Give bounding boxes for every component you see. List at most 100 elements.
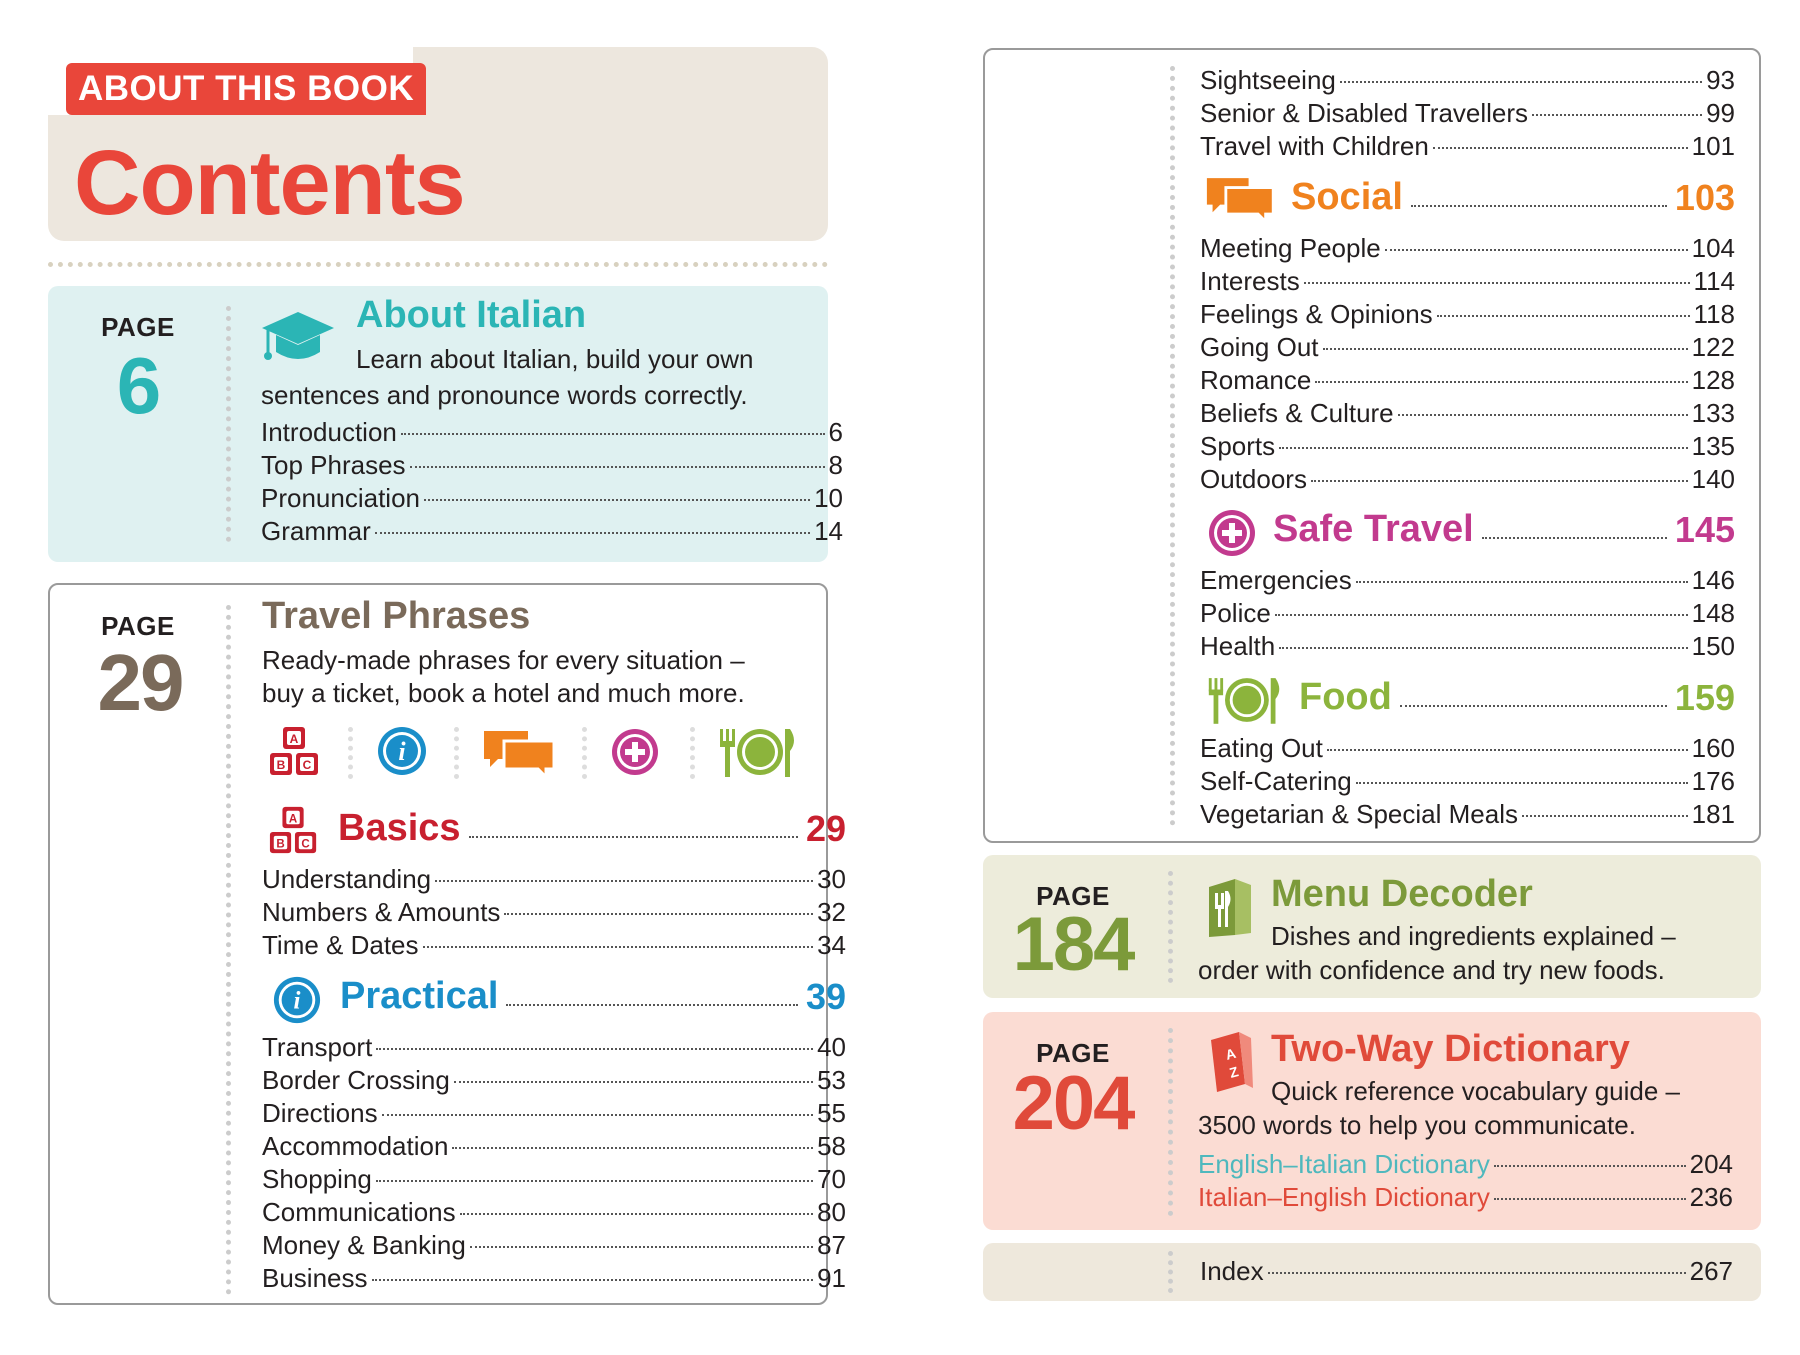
category-social[interactable]: Social 103 <box>1291 176 1735 218</box>
icon-separator <box>690 727 695 779</box>
toc-entry[interactable]: Eating Out 160 <box>1200 733 1735 763</box>
toc-entry[interactable]: Health 150 <box>1200 631 1735 661</box>
plus-circle-icon <box>612 729 658 775</box>
toc-entry[interactable]: Self-Catering 176 <box>1200 766 1735 796</box>
divider <box>1168 1251 1173 1293</box>
plate-cutlery-icon <box>1208 678 1280 724</box>
page-label: PAGE <box>1036 1038 1110 1068</box>
page-number: 29 <box>97 638 185 727</box>
toc-entry[interactable]: Romance 128 <box>1200 365 1735 395</box>
section-description-line2: buy a ticket, book a hotel and much more… <box>262 678 745 708</box>
toc-entry[interactable]: Italian–English Dictionary 236 <box>1198 1182 1733 1212</box>
section-description-line1: Ready-made phrases for every situation – <box>262 645 745 675</box>
toc-entry[interactable]: Vegetarian & Special Meals 181 <box>1200 799 1735 829</box>
toc-list: English–Italian Dictionary 204 Italian–En… <box>1198 1148 1733 1214</box>
dictionary-book-icon: A Z <box>1211 1032 1253 1092</box>
page-number: 204 <box>1012 1061 1136 1146</box>
toc-entry[interactable]: Sports 135 <box>1200 431 1735 461</box>
section-title: Two-Way Dictionary <box>1271 1028 1630 1070</box>
toc-entry[interactable]: Accommodation 58 <box>262 1131 846 1161</box>
toc-entry[interactable]: Sightseeing 93 <box>1200 65 1735 95</box>
icon-separator <box>582 727 587 779</box>
toc-entry[interactable]: Meeting People 104 <box>1200 233 1735 263</box>
toc-entry[interactable]: Pronunciation 10 <box>261 483 843 513</box>
toc-list: Meeting People 104 Interests 114 Feelings … <box>1200 232 1735 496</box>
toc-entry[interactable]: Border Crossing 53 <box>262 1065 846 1095</box>
svg-text:i: i <box>398 737 406 766</box>
section-description-line1: Quick reference vocabulary guide – <box>1271 1076 1681 1106</box>
svg-text:A: A <box>290 732 299 746</box>
toc-entry[interactable]: Grammar 14 <box>261 516 843 546</box>
divider <box>1168 1028 1173 1216</box>
toc-entry[interactable]: Understanding 30 <box>262 864 846 894</box>
abc-blocks-icon: A B C <box>269 806 317 854</box>
speech-bubbles-icon <box>1206 178 1275 222</box>
info-icon: i <box>273 976 321 1024</box>
section-description-line2: sentences and pronounce words correctly. <box>261 380 748 410</box>
toc-entry[interactable]: English–Italian Dictionary 204 <box>1198 1149 1733 1179</box>
toc-entry[interactable]: Top Phrases 8 <box>261 450 843 480</box>
toc-entry[interactable]: Going Out 122 <box>1200 332 1735 362</box>
category-food[interactable]: Food 159 <box>1299 676 1735 718</box>
section-title: About Italian <box>356 294 587 336</box>
toc-list: Eating Out 160 Self-Catering 176 Vegetaria… <box>1200 732 1735 831</box>
about-this-book-tag: ABOUT THIS BOOK <box>66 63 427 115</box>
toc-entry[interactable]: Money & Banking 87 <box>262 1230 846 1260</box>
speech-bubbles-icon <box>484 731 556 777</box>
toc-entry[interactable]: Communications 80 <box>262 1197 846 1227</box>
toc-entry[interactable]: Feelings & Opinions 118 <box>1200 299 1735 329</box>
toc-list: Emergencies 146 Police 148 Health 150 <box>1200 564 1735 663</box>
toc-entry[interactable]: Outdoors 140 <box>1200 464 1735 494</box>
menu-decoder-panel: PAGE 184 Menu Decoder Dishes and ingredi… <box>983 855 1761 998</box>
icon-separator <box>348 727 353 779</box>
toc-entry[interactable]: Interests 114 <box>1200 266 1735 296</box>
divider <box>226 306 231 542</box>
toc-entry[interactable]: Police 148 <box>1200 598 1735 628</box>
about-italian-panel: PAGE 6 About Italian Learn about Italian… <box>48 286 843 562</box>
svg-text:C: C <box>303 758 312 772</box>
toc-list: Index 267 <box>1200 1255 1733 1288</box>
section-title: Travel Phrases <box>262 595 531 637</box>
travel-phrases-panel: PAGE 29 Travel Phrases Ready-made phrase… <box>48 583 846 1305</box>
toc-entry[interactable]: Business 91 <box>262 1263 846 1293</box>
svg-text:B: B <box>277 758 286 772</box>
plus-circle-icon <box>1209 510 1255 556</box>
toc-entry[interactable]: Numbers & Amounts 32 <box>262 897 846 927</box>
toc-entry[interactable]: Travel with Children 101 <box>1200 131 1735 161</box>
category-safe-travel[interactable]: Safe Travel 145 <box>1273 508 1735 550</box>
page-label: PAGE <box>101 611 175 641</box>
info-icon: i <box>378 727 426 775</box>
section-description-line1: Learn about Italian, build your own <box>356 344 754 374</box>
category-basics[interactable]: Basics 29 <box>338 807 846 849</box>
divider <box>226 605 231 1295</box>
icon-separator <box>454 727 459 779</box>
toc-list: Sightseeing 93 Senior & Disabled Travelle… <box>1200 64 1735 163</box>
page-title: Contents <box>74 132 466 234</box>
svg-text:B: B <box>276 838 284 850</box>
toc-entry[interactable]: Beliefs & Culture 133 <box>1200 398 1735 428</box>
abc-blocks-icon: A B C <box>270 727 318 775</box>
toc-list: Understanding 30 Numbers & Amounts 32 Time… <box>262 863 846 962</box>
plate-cutlery-icon <box>720 729 794 777</box>
toc-entry[interactable]: Senior & Disabled Travellers 99 <box>1200 98 1735 128</box>
svg-text:A: A <box>1224 1045 1238 1063</box>
section-description-line2: 3500 words to help you communicate. <box>1198 1110 1636 1140</box>
category-practical[interactable]: Practical 39 <box>340 975 846 1017</box>
svg-text:i: i <box>294 988 301 1015</box>
toc-entry[interactable]: Introduction 6 <box>261 417 843 447</box>
section-description-line1: Dishes and ingredients explained – <box>1271 921 1676 951</box>
toc-entry[interactable]: Directions 55 <box>262 1098 846 1128</box>
dictionary-panel: PAGE 204 A Z Two-Way Dictionary Quick re… <box>983 1012 1761 1230</box>
travel-phrases-continued-panel: Sightseeing 93 Senior & Disabled Travelle… <box>983 48 1761 843</box>
menu-book-icon <box>1209 879 1251 937</box>
page-label: PAGE <box>101 312 175 342</box>
divider <box>1170 66 1175 826</box>
toc-entry[interactable]: Emergencies 146 <box>1200 565 1735 595</box>
toc-entry[interactable]: Time & Dates 34 <box>262 930 846 960</box>
section-title: Menu Decoder <box>1271 873 1533 915</box>
toc-entry[interactable]: Index 267 <box>1200 1256 1733 1286</box>
toc-list: Transport 40 Border Crossing 53 Directions… <box>262 1031 846 1295</box>
toc-entry[interactable]: Transport 40 <box>262 1032 846 1062</box>
section-description-line2: order with confidence and try new foods. <box>1198 955 1665 985</box>
toc-entry[interactable]: Shopping 70 <box>262 1164 846 1194</box>
